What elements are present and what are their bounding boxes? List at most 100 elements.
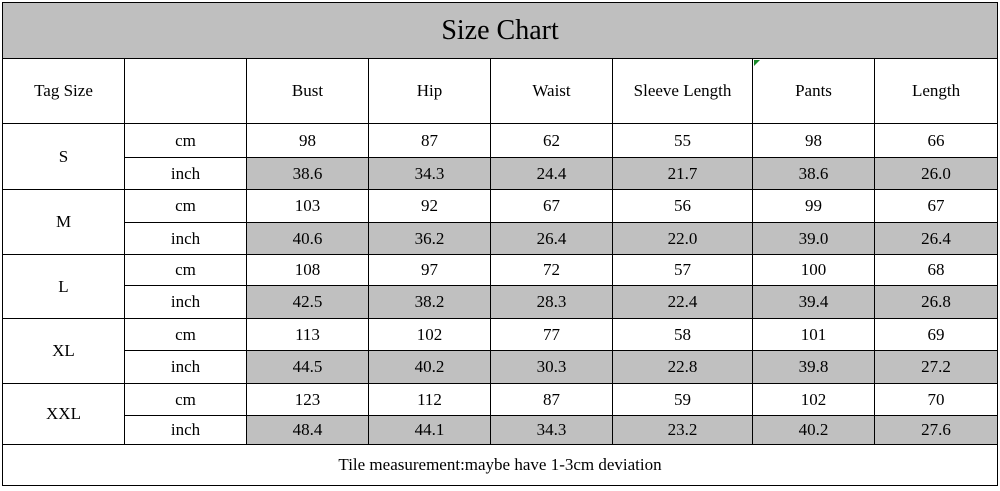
inch-value-cell: 30.3 [490,350,613,384]
unit-label-inch: inch [124,157,247,190]
cm-value-cell: 67 [490,189,613,223]
cm-value-cell: 98 [246,123,369,158]
chart-title: Size Chart [1,2,999,59]
cm-value-cell: 66 [873,123,999,158]
header-hip: Hip [368,58,491,124]
size-label: XXL [2,383,125,445]
cm-value-cell: 112 [368,383,491,416]
inch-value-cell: 38.6 [246,157,369,190]
inch-value-cell: 36.2 [368,222,491,255]
cm-value-cell: 87 [368,123,491,158]
inch-value-cell: 27.2 [873,350,999,384]
cm-value-cell: 58 [612,318,753,351]
unit-label-cm: cm [124,123,247,158]
cm-value-cell: 113 [246,318,369,351]
header-pants: Pants [752,58,875,124]
inch-value-cell: 34.3 [490,415,613,445]
header-waist: Waist [490,58,613,124]
inch-value-cell: 22.8 [612,350,753,384]
cm-value-cell: 103 [246,189,369,223]
inch-value-cell: 28.3 [490,285,613,319]
table-row: inch 44.5 40.2 30.3 22.8 39.8 27.2 [3,350,999,384]
inch-value-cell: 27.6 [873,415,999,445]
inch-value-cell: 38.6 [752,157,875,190]
cm-value-cell: 59 [612,383,753,416]
inch-value-cell: 42.5 [246,285,369,319]
inch-value-cell: 48.4 [246,415,369,445]
header-row: Tag Size Bust Hip Waist Sleeve Length Pa… [2,58,999,124]
table-row: XL cm 113 102 77 58 101 69 [2,318,999,384]
table-row: XXL cm 123 112 87 59 102 70 [2,383,999,445]
unit-label-inch: inch [124,285,247,319]
unit-label-inch: inch [124,415,247,445]
inch-value-cell: 21.7 [612,157,753,190]
inch-value-cell: 40.6 [246,222,369,255]
inch-value-cell: 39.4 [752,285,875,319]
cm-value-cell: 67 [873,189,999,223]
size-label: XL [2,318,125,384]
cm-value-cell: 102 [368,318,491,351]
inch-value-cell: 34.3 [368,157,491,190]
measurement-note: Tile measurement:maybe have 1-3cm deviat… [1,444,999,486]
size-label: M [2,189,125,255]
size-label: S [2,123,125,190]
cm-value-cell: 62 [490,123,613,158]
inch-value-cell: 39.0 [752,222,875,255]
header-sleeve-length: Sleeve Length [612,58,753,124]
inch-value-cell: 44.5 [246,350,369,384]
table-row: inch 48.4 44.1 34.3 23.2 40.2 27.6 [3,415,999,445]
inch-value-cell: 22.0 [612,222,753,255]
unit-label-cm: cm [124,383,247,416]
cm-value-cell: 70 [873,383,999,416]
cm-value-cell: 72 [490,254,613,286]
inch-value-cell: 40.2 [752,415,875,445]
inch-value-cell: 26.4 [490,222,613,255]
cm-value-cell: 97 [368,254,491,286]
unit-label-cm: cm [124,318,247,351]
inch-value-cell: 24.4 [490,157,613,190]
inch-value-cell: 40.2 [368,350,491,384]
cell-comment-marker [754,60,760,66]
inch-value-cell: 26.0 [873,157,999,190]
inch-value-cell: 44.1 [368,415,491,445]
unit-label-inch: inch [124,222,247,255]
cm-value-cell: 57 [612,254,753,286]
cm-value-cell: 102 [752,383,875,416]
footer-row: Tile measurement:maybe have 1-3cm deviat… [1,444,999,486]
inch-value-cell: 26.4 [873,222,999,255]
header-unit [124,58,247,124]
cm-value-cell: 56 [612,189,753,223]
cm-value-cell: 108 [246,254,369,286]
cm-value-cell: 55 [612,123,753,158]
unit-label-cm: cm [124,189,247,223]
header-tag-size: Tag Size [2,58,125,124]
cm-value-cell: 123 [246,383,369,416]
table-row: inch 42.5 38.2 28.3 22.4 39.4 26.8 [3,285,999,319]
cm-value-cell: 99 [752,189,875,223]
cm-value-cell: 92 [368,189,491,223]
inch-value-cell: 22.4 [612,285,753,319]
cm-value-cell: 87 [490,383,613,416]
size-label: L [2,254,125,319]
header-length: Length [873,58,999,124]
inch-value-cell: 38.2 [368,285,491,319]
inch-value-cell: 39.8 [752,350,875,384]
inch-value-cell: 26.8 [873,285,999,319]
cm-value-cell: 100 [752,254,875,286]
unit-label-inch: inch [124,350,247,384]
cm-value-cell: 77 [490,318,613,351]
table-row: inch 40.6 36.2 26.4 22.0 39.0 26.4 [3,222,999,255]
inch-value-cell: 23.2 [612,415,753,445]
cm-value-cell: 98 [752,123,875,158]
cm-value-cell: 101 [752,318,875,351]
unit-label-cm: cm [124,254,247,286]
cm-value-cell: 69 [873,318,999,351]
cm-value-cell: 68 [873,254,999,286]
header-bust: Bust [246,58,369,124]
table-row: inch 38.6 34.3 24.4 21.7 38.6 26.0 [3,157,999,190]
